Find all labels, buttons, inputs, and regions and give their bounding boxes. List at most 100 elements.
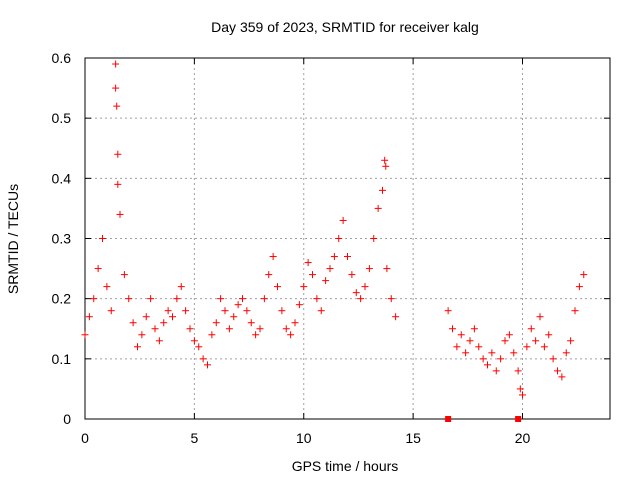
data-point <box>457 331 465 339</box>
data-point <box>221 307 229 315</box>
data-point <box>274 283 281 291</box>
data-point <box>256 325 264 333</box>
data-point <box>204 361 211 369</box>
data-point <box>252 331 260 339</box>
data-point <box>120 271 128 279</box>
data-point <box>383 265 391 273</box>
data-point <box>147 295 155 303</box>
data-point <box>134 343 141 351</box>
data-point <box>449 325 456 333</box>
data-point <box>519 391 526 399</box>
data-point <box>190 337 198 345</box>
data-point <box>112 60 120 68</box>
data-point <box>510 349 518 357</box>
y-tick-label: 0.3 <box>52 231 72 247</box>
data-point <box>155 337 163 345</box>
data-point <box>462 349 470 357</box>
data-point <box>322 277 330 285</box>
data-point <box>357 295 365 303</box>
data-point <box>129 319 137 327</box>
y-tick-label: 0 <box>63 411 71 427</box>
data-point <box>580 271 588 279</box>
y-tick-label: 0.6 <box>52 50 72 66</box>
data-point <box>540 343 548 351</box>
data-point <box>304 259 312 267</box>
data-point <box>265 271 273 279</box>
data-point <box>479 355 487 363</box>
data-point <box>516 385 524 393</box>
data-point <box>230 313 238 321</box>
data-point <box>295 301 303 309</box>
data-point <box>125 295 133 303</box>
data-point <box>173 295 181 303</box>
data-point <box>330 253 338 261</box>
data-point <box>370 235 378 242</box>
data-point <box>348 271 356 279</box>
data-point <box>94 265 102 273</box>
data-point <box>287 331 295 339</box>
data-point <box>361 283 369 291</box>
data-point <box>116 210 124 218</box>
data-point <box>186 325 194 333</box>
data-point <box>113 102 121 110</box>
x-tick-label: 0 <box>81 430 89 446</box>
data-point <box>107 307 115 315</box>
data-point <box>382 162 390 170</box>
data-point <box>575 283 583 291</box>
data-point <box>112 84 120 92</box>
data-point <box>523 343 531 351</box>
data-point <box>313 295 321 303</box>
data-point <box>335 235 343 242</box>
data-point <box>501 337 509 345</box>
x-tick-label: 20 <box>515 430 531 446</box>
y-tick-label: 0.4 <box>52 170 72 186</box>
x-tick-label: 5 <box>190 430 198 446</box>
grid-lines <box>85 58 610 419</box>
data-point <box>344 253 351 261</box>
data-point <box>387 295 395 303</box>
data-point <box>497 355 505 363</box>
data-point <box>90 295 98 303</box>
data-point <box>217 295 225 303</box>
data-point <box>199 355 207 363</box>
data-point <box>114 180 122 188</box>
data-point <box>164 307 172 315</box>
data-point <box>444 307 452 315</box>
data-point <box>239 295 246 303</box>
data-point <box>208 331 216 339</box>
data-point <box>558 373 566 381</box>
data-point <box>505 331 513 339</box>
data-point <box>374 204 382 212</box>
data-point <box>243 307 251 315</box>
data-point <box>484 361 491 369</box>
data-points <box>81 60 588 422</box>
data-point <box>562 349 570 357</box>
data-point <box>291 319 299 327</box>
chart-title: Day 359 of 2023, SRMTID for receiver kal… <box>211 19 479 35</box>
data-point <box>99 235 106 242</box>
data-point <box>260 295 268 303</box>
data-point <box>169 313 176 321</box>
data-point <box>571 307 579 315</box>
data-point <box>453 343 461 351</box>
data-point <box>317 307 325 315</box>
y-axis-title: SRMTID / TECUs <box>5 184 21 294</box>
data-point <box>379 186 386 194</box>
data-point <box>81 331 89 339</box>
y-tick-label: 0.1 <box>52 351 72 367</box>
data-point <box>470 325 478 333</box>
data-point <box>514 367 522 375</box>
data-point <box>269 253 277 261</box>
data-point <box>475 343 483 351</box>
data-point <box>536 313 544 321</box>
y-tick-label: 0.2 <box>52 291 72 307</box>
x-tick-label: 10 <box>296 430 312 446</box>
data-point <box>532 337 540 345</box>
data-point <box>381 156 389 164</box>
data-point <box>527 325 535 333</box>
data-point <box>554 367 561 375</box>
y-tick-label: 0.5 <box>52 110 72 126</box>
zero-marker <box>515 416 522 422</box>
